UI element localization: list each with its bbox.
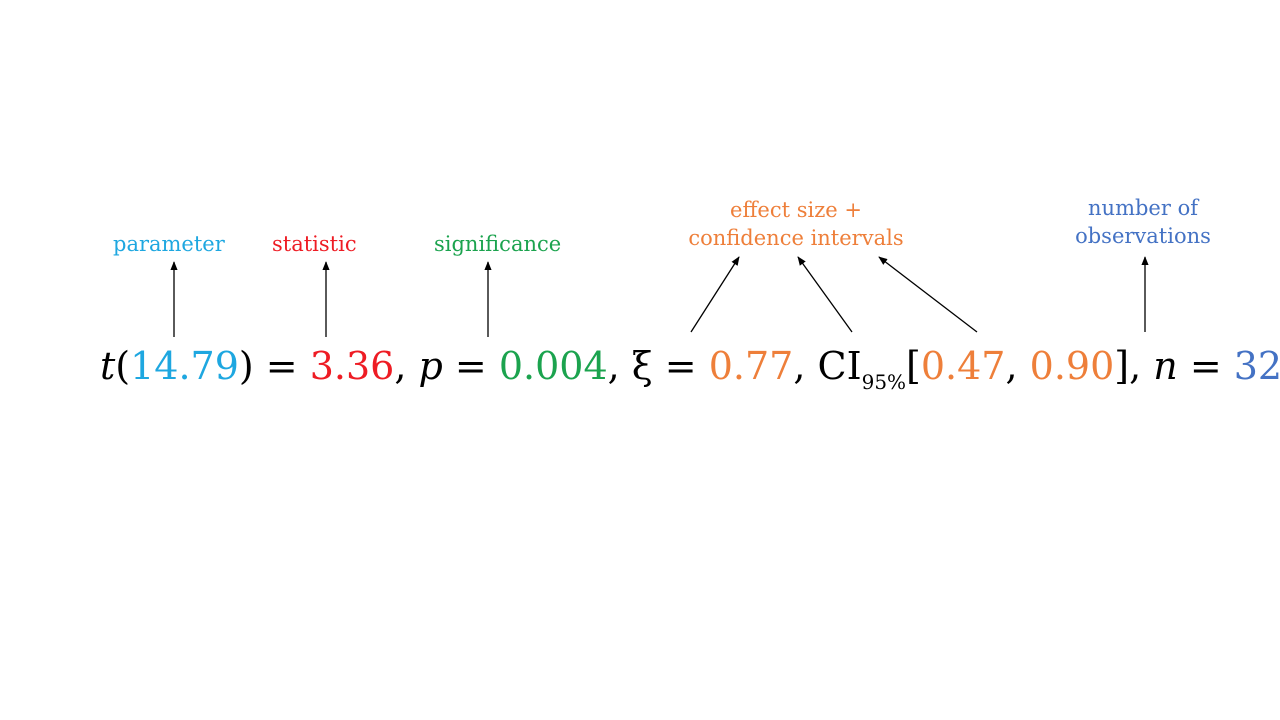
statistic-value: 3.36 — [309, 344, 395, 388]
n-value: 32 — [1233, 344, 1280, 388]
observations-label-line2: observations — [1075, 224, 1211, 248]
ci-low-value: 0.47 — [920, 344, 1006, 388]
ci-close: ], — [1114, 344, 1154, 388]
comma-1: , — [394, 344, 419, 388]
df-value: 14.79 — [130, 344, 239, 388]
effect-size-arrow — [690, 256, 740, 333]
p-symbol: p — [418, 344, 443, 388]
ci-prefix: , CI — [793, 344, 862, 388]
t-symbol: t — [100, 344, 116, 388]
eq-3: = — [1177, 344, 1234, 388]
xi-part: , ξ = — [607, 344, 709, 388]
observations-label-line1: number of — [1088, 196, 1198, 220]
ci-open: [ — [906, 344, 921, 388]
parameter-label: parameter — [113, 232, 225, 256]
statistic-label: statistic — [272, 232, 357, 256]
open-paren: ( — [115, 344, 131, 388]
effect-size-label-line1: effect size + — [730, 198, 862, 222]
effect-size-label-line2: confidence intervals — [688, 226, 904, 250]
xi-value: 0.77 — [708, 344, 794, 388]
ci-subscript: 95% — [861, 370, 907, 394]
effect-size-label: effect size + confidence intervals — [680, 196, 912, 252]
significance-label: significance — [434, 232, 562, 256]
ci-high-arrow — [878, 256, 978, 333]
observations-label: number of observations — [1068, 194, 1218, 250]
eq-2: = — [442, 344, 499, 388]
p-value: 0.004 — [498, 344, 608, 388]
formula: t(14.79) = 3.36, p = 0.004, ξ = 0.77, CI… — [100, 342, 1280, 406]
close-eq: ) = — [238, 344, 310, 388]
ci-low-arrow — [797, 256, 853, 333]
ci-sep: , — [1005, 344, 1030, 388]
n-symbol: n — [1153, 344, 1178, 388]
ci-high-value: 0.90 — [1029, 344, 1115, 388]
